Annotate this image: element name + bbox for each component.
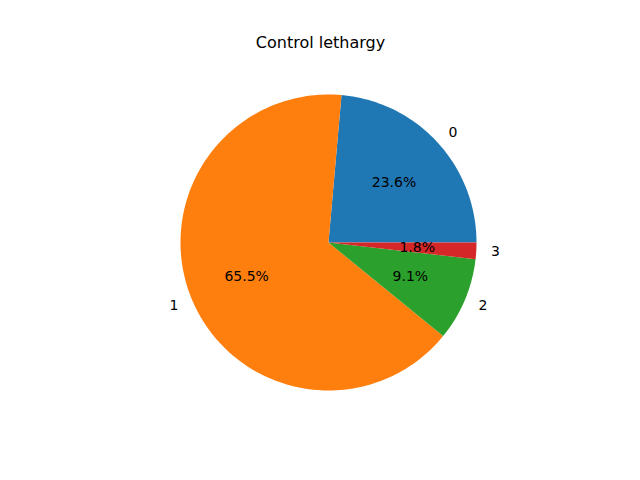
svg-text:1: 1: [170, 297, 179, 313]
svg-text:23.6%: 23.6%: [372, 174, 416, 190]
svg-text:65.5%: 65.5%: [224, 268, 268, 284]
svg-text:9.1%: 9.1%: [393, 268, 429, 284]
svg-text:3: 3: [491, 243, 500, 259]
svg-text:Control lethargy: Control lethargy: [256, 33, 385, 52]
svg-text:1.8%: 1.8%: [399, 239, 435, 255]
svg-text:0: 0: [449, 124, 458, 140]
svg-text:2: 2: [479, 297, 488, 313]
